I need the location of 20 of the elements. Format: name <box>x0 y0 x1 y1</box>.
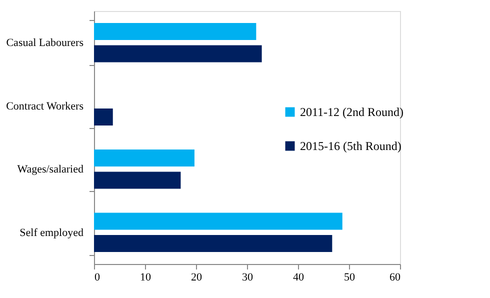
bar <box>94 234 332 252</box>
x-tick-label: 60 <box>390 272 401 284</box>
legend-label: 2015-16 (5th Round) <box>300 139 402 153</box>
bar <box>94 23 256 40</box>
x-tick-label: 40 <box>293 272 304 284</box>
bar <box>94 108 113 126</box>
x-tick-label: 50 <box>344 272 356 284</box>
x-tick-label: 30 <box>242 272 254 284</box>
y-tick-label: Casual Labourers <box>6 37 84 50</box>
bar <box>94 212 342 230</box>
y-tick-label: Self employed <box>20 226 84 239</box>
legend-label: 2011-12 (2nd Round) <box>300 105 404 119</box>
bar <box>94 150 194 167</box>
x-tick-label: 20 <box>191 272 202 284</box>
bar <box>94 45 262 62</box>
bar <box>94 172 181 189</box>
y-tick-label: Wages/salaried <box>17 164 84 176</box>
y-tick-label: Contract Workers <box>6 100 84 112</box>
x-tick-label: 0 <box>94 272 100 284</box>
x-tick-label: 10 <box>140 272 152 284</box>
